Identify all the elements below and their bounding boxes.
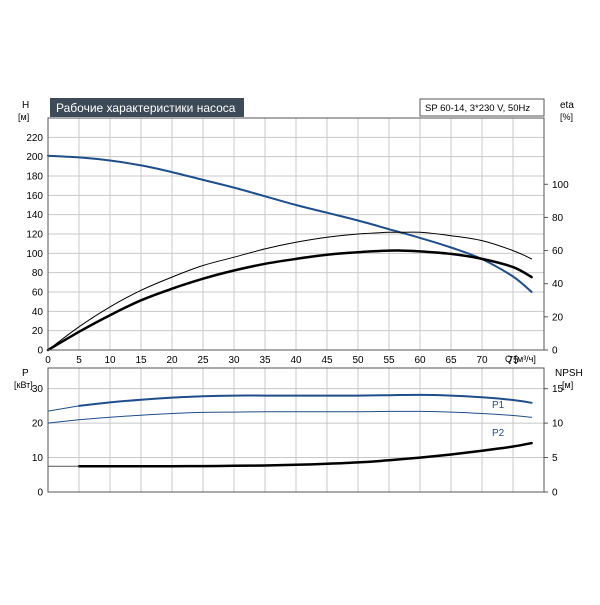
h-axis-label: H [22, 100, 29, 111]
y-tick-label: 220 [26, 133, 43, 144]
x-tick-label: 0 [45, 355, 51, 366]
y2-tick-label: 0 [552, 346, 558, 357]
y-tick-label: 180 [26, 172, 43, 183]
y-tick-label: 40 [32, 307, 44, 318]
y2-tick-label: 100 [552, 180, 569, 191]
plot-frame [47, 117, 545, 351]
x-tick-label: 20 [166, 355, 178, 366]
x-tick-label: 45 [321, 355, 333, 366]
series-line-1-0 [78, 393, 533, 407]
x-tick-label: 30 [228, 355, 240, 366]
p1-curve-label: P1 [492, 400, 505, 411]
series-line-0-2 [47, 231, 533, 351]
x-tick-label: 5 [76, 355, 82, 366]
series-line-1-3 [47, 419, 80, 424]
p2-curve-label: P2 [492, 428, 505, 439]
y-tick-label: 30 [32, 384, 44, 395]
model-label: SP 60-14, 3*230 V, 50Hz [425, 103, 530, 114]
y2-tick-label: 10 [552, 419, 564, 430]
x-tick-label: 15 [135, 355, 147, 366]
y-tick-label: 160 [26, 191, 43, 202]
series-line-0-3 [46, 249, 533, 352]
y-tick-label: 10 [32, 453, 44, 464]
y-tick-label: 20 [32, 419, 44, 430]
x-tick-label: 10 [104, 355, 116, 366]
npsh-axis-unit: [м] [562, 380, 573, 390]
y-tick-label: 0 [37, 346, 43, 357]
p-axis-label: P [22, 368, 29, 379]
y-tick-label: 20 [32, 326, 44, 337]
x-tick-label: 55 [383, 355, 395, 366]
series-line-0-0 [47, 154, 533, 293]
model-box [419, 98, 545, 117]
y2-tick-label: 0 [552, 488, 558, 499]
q-axis-label: Q [м³/ч] [505, 354, 536, 364]
title-box [50, 98, 244, 117]
y2-tick-label: 5 [552, 453, 558, 464]
y2-tick-label: 20 [552, 312, 564, 323]
y-tick-label: 120 [26, 230, 43, 241]
y-tick-label: 80 [32, 268, 44, 279]
p-axis-unit: [кВт] [14, 380, 33, 390]
series-line-1-4 [77, 441, 533, 468]
y-tick-label: 200 [26, 152, 43, 163]
x-tick-label: 35 [259, 355, 271, 366]
x-tick-label: 70 [476, 355, 488, 366]
chart-title: Рабочие характеристики насоса [56, 101, 236, 115]
eta-axis-unit: [%] [560, 112, 573, 122]
y-tick-label: 140 [26, 210, 43, 221]
x-tick-label: 40 [290, 355, 302, 366]
x-tick-label: 25 [197, 355, 209, 366]
x-tick-label: 75 [507, 355, 519, 366]
series-line-1-2 [78, 410, 533, 421]
h-axis-unit: [м] [18, 112, 29, 122]
y-tick-label: 100 [26, 249, 43, 260]
plot-frame [47, 367, 545, 493]
y2-tick-label: 80 [552, 213, 564, 224]
y2-tick-label: 60 [552, 246, 564, 257]
eta-axis-label: eta [560, 100, 574, 111]
x-tick-label: 65 [445, 355, 457, 366]
y-tick-label: 0 [37, 488, 43, 499]
npsh-axis-label: NPSH [555, 368, 583, 379]
x-tick-label: 60 [414, 355, 426, 366]
series-line-0-1 [47, 155, 83, 159]
series-line-1-1 [47, 405, 80, 412]
y2-tick-label: 15 [552, 384, 564, 395]
y-tick-label: 60 [32, 288, 44, 299]
x-tick-label: 50 [352, 355, 364, 366]
y2-tick-label: 40 [552, 279, 564, 290]
